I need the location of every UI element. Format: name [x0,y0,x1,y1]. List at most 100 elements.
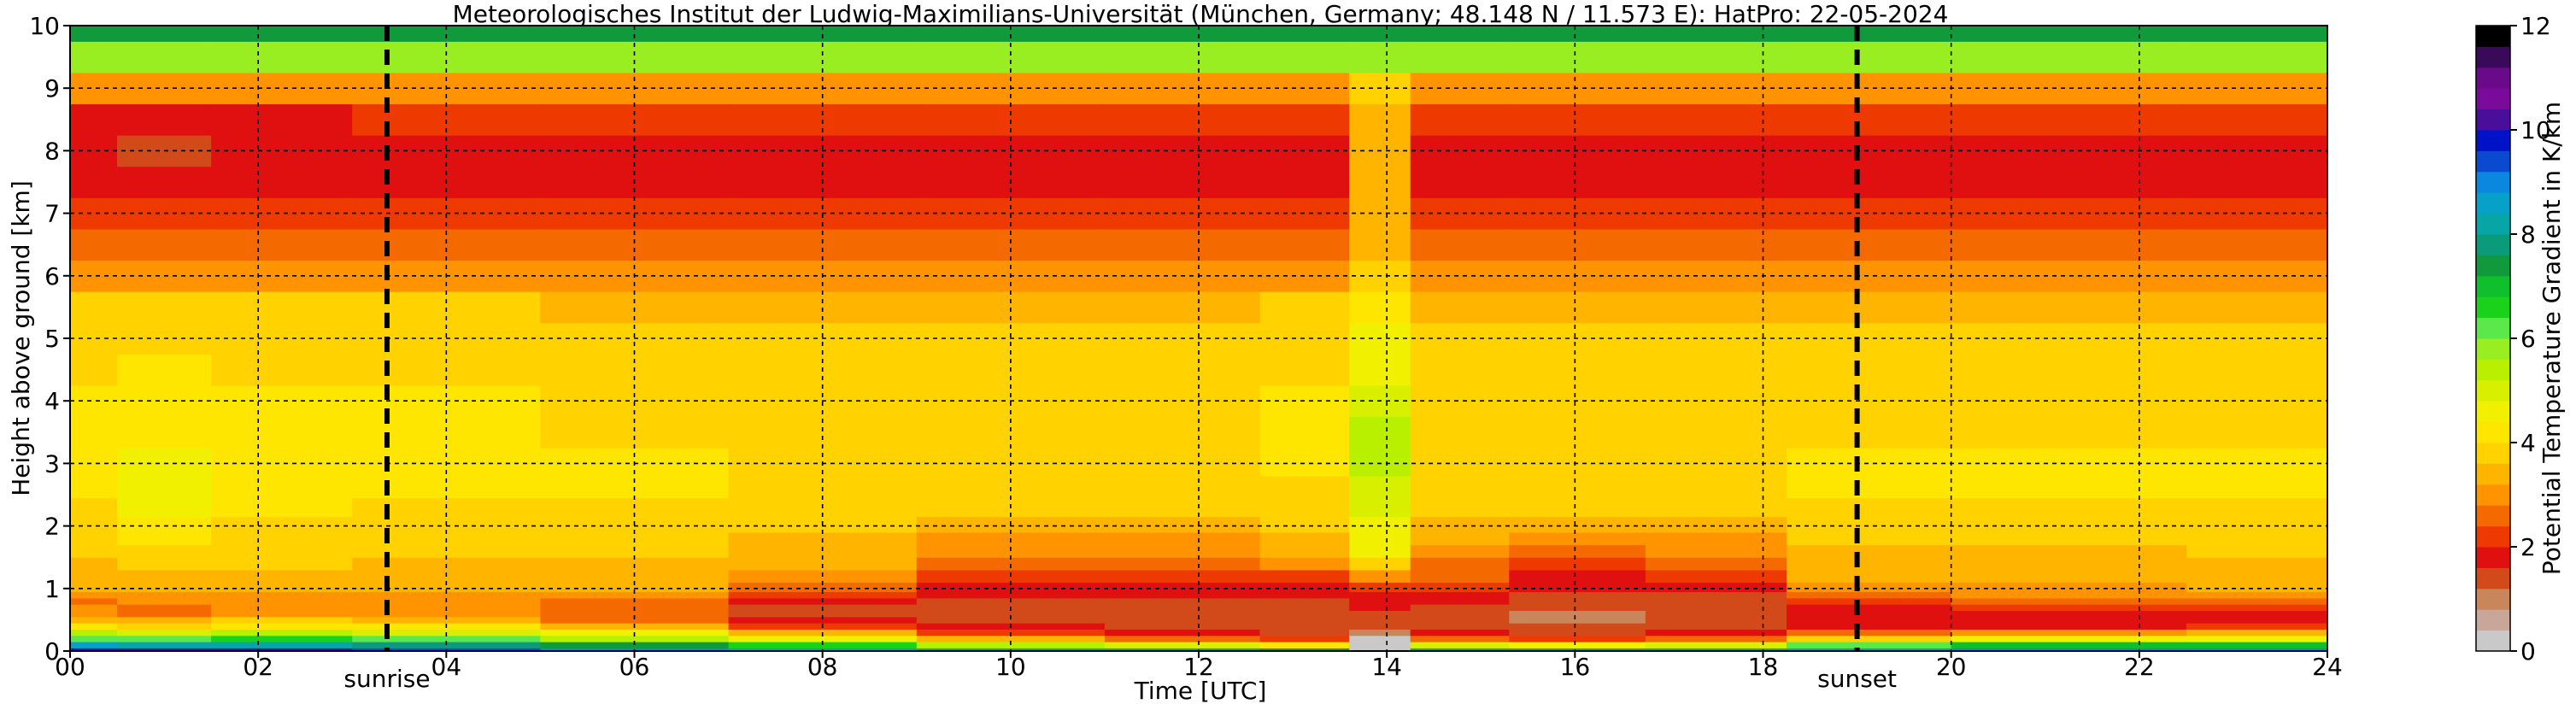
heatmap-cell [211,103,353,136]
heatmap-cell [1951,531,2187,546]
heatmap-cell [1104,597,1261,605]
heatmap-cell [728,582,918,593]
heatmap-cell [1951,616,2187,624]
colorbar-swatch [2476,109,2510,131]
heatmap-cell [1259,497,1350,518]
heatmap-cell [1787,604,1952,612]
heatmap-cell [117,497,212,518]
heatmap-cell [2186,591,2328,599]
heatmap-cell [1259,623,1350,630]
heatmap-cell [540,26,730,42]
heatmap-cell [1349,569,1411,584]
heatmap-cell [1410,516,1510,533]
heatmap-cell [70,26,118,42]
heatmap-cell [1509,166,1646,198]
heatmap-cell [1509,591,1646,599]
heatmap-cell [1645,582,1787,593]
heatmap-cell [1645,291,1787,324]
colorbar-swatch [2476,443,2510,464]
y-tick-label: 9 [44,74,60,103]
heatmap-cell [2186,416,2328,449]
heatmap-cell [2186,291,2328,324]
heatmap-cell [1349,26,1411,42]
heatmap-cell [70,260,118,292]
heatmap-cell [1410,531,1510,546]
heatmap-cell [1104,582,1261,593]
heatmap-cell [211,228,353,261]
colorbar-tick-label: 2 [2520,533,2536,561]
heatmap-cell [1645,354,1787,386]
heatmap-cell [70,597,118,605]
heatmap-cell [1259,476,1350,499]
heatmap-cell [1104,291,1261,324]
heatmap-cell [1645,557,1787,571]
heatmap-cell [1509,228,1646,261]
sunset-label: sunset [1817,665,1897,693]
heatmap-cell [1104,635,1261,642]
heatmap-cell [1410,597,1510,605]
heatmap-cell [211,497,353,518]
heatmap-cell [1104,497,1261,518]
heatmap-cell [2186,623,2328,630]
heatmap-cell [1951,476,2187,499]
heatmap-cell [1259,642,1350,648]
heatmap-cell [1951,604,2187,612]
heatmap-cell [2186,642,2328,648]
heatmap-cell [117,557,212,571]
heatmap-cell [1645,228,1787,261]
chart-title: Meteorologisches Institut der Ludwig-Max… [453,0,1949,28]
heatmap-cell [1951,569,2187,584]
heatmap-cell [117,623,212,630]
heatmap-cell [2186,610,2328,618]
heatmap-cell [1787,569,1952,584]
colorbar-swatch [2476,317,2510,339]
heatmap-cell [1104,591,1261,599]
heatmap-cell [1259,448,1350,477]
heatmap-cell [1104,569,1261,584]
heatmap-cell [1104,544,1261,558]
heatmap-cell [1787,103,1952,136]
heatmap-cell [1410,557,1510,571]
heatmap-cell [1259,610,1350,618]
heatmap-cell [1259,604,1350,612]
heatmap-cell [540,610,730,618]
heatmap-cell [1104,103,1261,136]
colorbar-tick-label: 10 [2520,116,2551,144]
heatmap-cell [540,544,730,558]
heatmap-cell [1104,623,1261,630]
heatmap-cell [1104,476,1261,499]
heatmap-cell [70,648,118,652]
x-axis-ticks: 00 02 04 06 08 10 12 14 16 18 20 22 24 [55,651,2343,681]
heatmap-cell [1410,72,1510,105]
heatmap-cell [1951,582,2187,593]
y-tick-label: 6 [44,262,60,290]
colorbar-swatch [2476,192,2510,214]
heatmap-cell [1349,497,1411,518]
colorbar-swatch [2476,234,2510,255]
heatmap-cell [70,635,118,642]
heatmap-cell [117,569,212,584]
colorbar-swatch [2476,547,2510,568]
heatmap-cell [1951,416,2187,449]
heatmap-cell [1509,582,1646,593]
heatmap-cell [1410,41,1510,73]
heatmap-cell [1410,103,1510,136]
heatmap-cell [70,591,118,599]
heatmap-cell [117,642,212,648]
heatmap-cell [1787,228,1952,261]
heatmap-cell [70,544,118,558]
heatmap-cell [2186,26,2328,42]
heatmap-cell [1787,531,1952,546]
heatmap-cell [1259,26,1350,42]
heatmap-cell [70,569,118,584]
heatmap-cell [1645,597,1787,605]
heatmap-cell [352,582,542,593]
heatmap-cell [1951,648,2187,652]
heatmap-cell [352,26,542,42]
event-labels: sunrise sunset [343,665,1897,693]
heatmap-cell [1787,476,1952,499]
heatmap-cell [728,26,918,42]
colorbar-swatch [2476,296,2510,319]
heatmap-cell [211,135,353,167]
heatmap-cell [1410,591,1510,599]
